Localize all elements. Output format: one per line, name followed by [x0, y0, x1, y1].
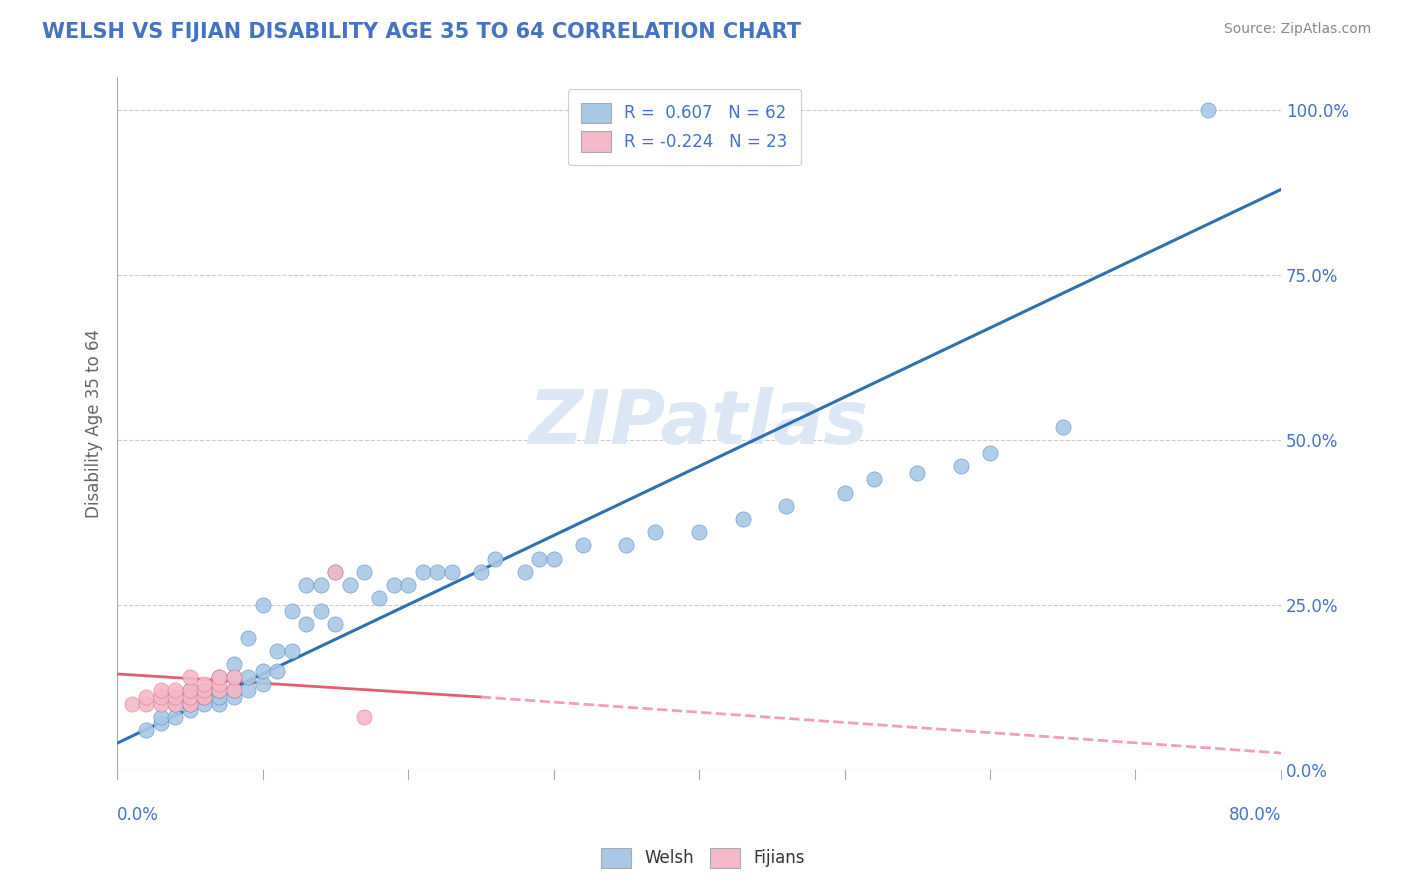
Point	[165, 690, 187, 704]
Point	[862, 473, 884, 487]
Text: ZIPatlas: ZIPatlas	[529, 387, 869, 460]
Point	[426, 565, 449, 579]
Point	[412, 565, 434, 579]
Legend: Welsh, Fijians: Welsh, Fijians	[595, 841, 811, 875]
Point	[775, 499, 797, 513]
Point	[281, 644, 304, 658]
Point	[165, 683, 187, 698]
Point	[149, 690, 172, 704]
Point	[1197, 103, 1219, 118]
Point	[295, 578, 318, 592]
Point	[309, 604, 332, 618]
Point	[208, 683, 231, 698]
Point	[325, 617, 347, 632]
Point	[208, 697, 231, 711]
Legend: R =  0.607   N = 62, R = -0.224   N = 23: R = 0.607 N = 62, R = -0.224 N = 23	[568, 89, 801, 165]
Point	[252, 664, 274, 678]
Point	[571, 538, 593, 552]
Text: WELSH VS FIJIAN DISABILITY AGE 35 TO 64 CORRELATION CHART: WELSH VS FIJIAN DISABILITY AGE 35 TO 64 …	[42, 22, 801, 42]
Point	[252, 598, 274, 612]
Point	[193, 690, 215, 704]
Point	[149, 716, 172, 731]
Point	[222, 670, 245, 684]
Point	[325, 565, 347, 579]
Point	[236, 683, 259, 698]
Point	[905, 466, 928, 480]
Point	[979, 446, 1001, 460]
Point	[193, 677, 215, 691]
Point	[179, 670, 201, 684]
Point	[252, 677, 274, 691]
Point	[179, 697, 201, 711]
Point	[222, 683, 245, 698]
Point	[208, 677, 231, 691]
Point	[193, 683, 215, 698]
Point	[208, 683, 231, 698]
Point	[339, 578, 361, 592]
Point	[179, 697, 201, 711]
Point	[149, 683, 172, 698]
Text: 0.0%: 0.0%	[117, 805, 159, 823]
Point	[236, 670, 259, 684]
Point	[222, 683, 245, 698]
Point	[368, 591, 391, 606]
Point	[731, 512, 754, 526]
Point	[165, 697, 187, 711]
Y-axis label: Disability Age 35 to 64: Disability Age 35 to 64	[86, 329, 103, 518]
Point	[149, 697, 172, 711]
Point	[396, 578, 419, 592]
Point	[193, 697, 215, 711]
Point	[834, 485, 856, 500]
Point	[208, 670, 231, 684]
Point	[382, 578, 405, 592]
Point	[222, 670, 245, 684]
Point	[179, 683, 201, 698]
Point	[165, 697, 187, 711]
Point	[353, 565, 375, 579]
Point	[644, 525, 666, 540]
Point	[222, 690, 245, 704]
Point	[1052, 419, 1074, 434]
Point	[179, 690, 201, 704]
Point	[949, 459, 972, 474]
Text: 80.0%: 80.0%	[1229, 805, 1281, 823]
Point	[353, 710, 375, 724]
Text: Source: ZipAtlas.com: Source: ZipAtlas.com	[1223, 22, 1371, 37]
Point	[135, 697, 157, 711]
Point	[121, 697, 143, 711]
Point	[513, 565, 536, 579]
Point	[281, 604, 304, 618]
Point	[149, 710, 172, 724]
Point	[135, 690, 157, 704]
Point	[208, 690, 231, 704]
Point	[208, 670, 231, 684]
Point	[266, 664, 288, 678]
Point	[135, 723, 157, 737]
Point	[325, 565, 347, 579]
Point	[484, 551, 506, 566]
Point	[309, 578, 332, 592]
Point	[440, 565, 463, 579]
Point	[193, 683, 215, 698]
Point	[179, 690, 201, 704]
Point	[527, 551, 550, 566]
Point	[543, 551, 565, 566]
Point	[236, 631, 259, 645]
Point	[266, 644, 288, 658]
Point	[470, 565, 492, 579]
Point	[688, 525, 710, 540]
Point	[165, 710, 187, 724]
Point	[295, 617, 318, 632]
Point	[193, 690, 215, 704]
Point	[222, 657, 245, 671]
Point	[614, 538, 637, 552]
Point	[179, 703, 201, 717]
Point	[179, 683, 201, 698]
